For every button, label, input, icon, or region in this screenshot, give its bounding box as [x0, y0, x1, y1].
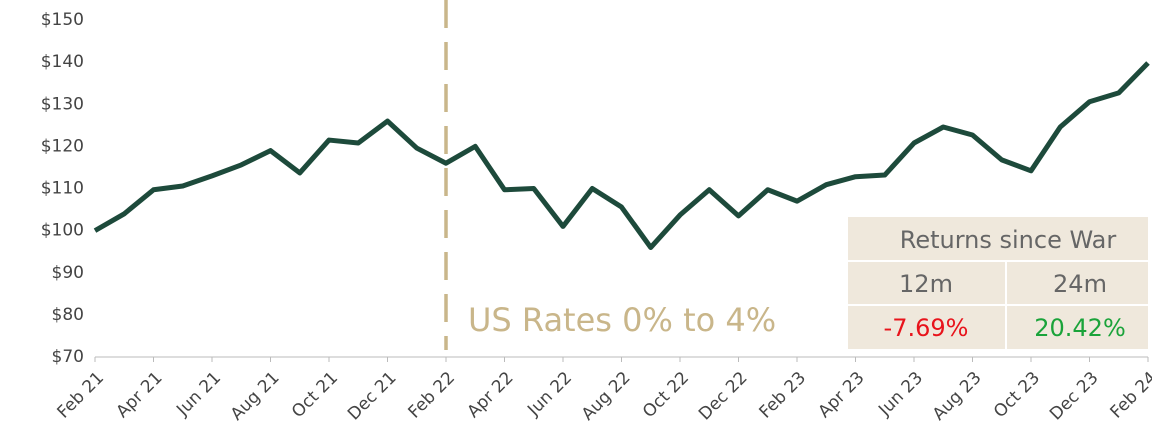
x-tick-label: Aug 21: [227, 368, 284, 425]
y-tick-label: $120: [41, 136, 84, 156]
table-header: 12m: [899, 270, 953, 298]
x-tick-label: Feb 21: [54, 368, 109, 423]
x-tick-label: Oct 22: [639, 368, 693, 422]
x-tick-label: Dec 23: [1046, 368, 1103, 425]
x-tick-label: Feb 23: [756, 368, 811, 423]
x-tick-label: Feb 24: [1107, 368, 1152, 423]
table-value: 20.42%: [1034, 314, 1126, 342]
y-tick-label: $150: [41, 10, 84, 30]
x-tick-label: Jun 21: [172, 368, 225, 421]
y-tick-label: $70: [52, 347, 84, 367]
x-tick-label: Dec 22: [695, 368, 752, 425]
y-tick-label: $100: [41, 221, 84, 241]
x-tick-label: Jun 23: [874, 368, 927, 421]
x-tick-label: Apr 22: [464, 368, 518, 422]
x-tick-label: Aug 22: [578, 368, 635, 425]
table-value: -7.69%: [884, 314, 969, 342]
x-tick-label: Oct 21: [288, 368, 342, 422]
x-tick-label: Feb 22: [405, 368, 460, 423]
y-tick-label: $80: [52, 305, 84, 325]
table-header: 24m: [1053, 270, 1107, 298]
table-bg: [848, 217, 1148, 349]
x-tick-label: Jun 22: [523, 368, 576, 421]
y-tick-label: $110: [41, 179, 84, 199]
y-tick-label: $90: [52, 263, 84, 283]
x-tick-label: Apr 23: [815, 368, 869, 422]
y-tick-label: $130: [41, 94, 84, 114]
line-series: [93, 61, 1150, 250]
annotation-text: US Rates 0% to 4%: [468, 301, 776, 339]
y-tick-label: $140: [41, 52, 84, 72]
table-title: Returns since War: [900, 226, 1117, 254]
x-tick-label: Dec 21: [344, 368, 401, 425]
x-tick-label: Aug 23: [929, 368, 986, 425]
x-tick-label: Oct 23: [990, 368, 1044, 422]
x-tick-label: Apr 21: [113, 368, 167, 422]
